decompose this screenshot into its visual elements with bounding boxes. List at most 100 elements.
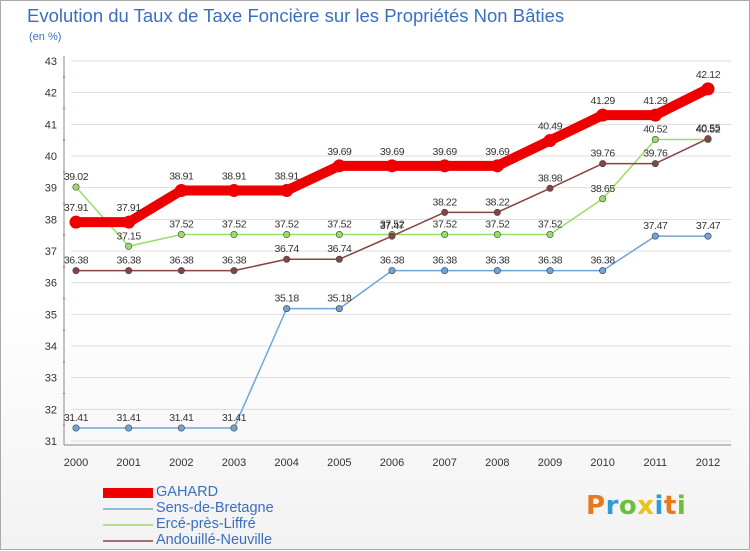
logo-letter: t xyxy=(663,491,677,521)
data-label: 31.41 xyxy=(64,412,89,424)
y-tick-label: 36 xyxy=(45,278,57,290)
data-label: 37.52 xyxy=(169,219,194,231)
data-point xyxy=(651,232,659,240)
data-point xyxy=(125,424,133,432)
data-label: 41.29 xyxy=(643,95,668,107)
data-label: 36.38 xyxy=(591,255,616,267)
data-point xyxy=(388,267,396,275)
data-point xyxy=(177,267,185,275)
x-tick-label: 2011 xyxy=(644,457,668,469)
data-label: 42.12 xyxy=(696,69,721,81)
chart-subtitle: (en %) xyxy=(29,31,62,43)
data-label: 36.38 xyxy=(222,255,247,267)
legend-swatch xyxy=(103,524,153,526)
data-label: 37.52 xyxy=(538,219,563,231)
data-point xyxy=(704,135,712,143)
data-label: 36.38 xyxy=(433,255,458,267)
data-point xyxy=(493,231,501,239)
data-label: 36.74 xyxy=(327,243,352,255)
data-point xyxy=(335,231,343,239)
data-label: 37.52 xyxy=(433,219,458,231)
data-point xyxy=(69,215,83,229)
data-label: 31.41 xyxy=(117,412,142,424)
data-label: 37.91 xyxy=(64,202,89,214)
data-point xyxy=(651,136,659,144)
data-point xyxy=(72,267,80,275)
data-label: 39.69 xyxy=(485,146,510,158)
data-label: 38.91 xyxy=(169,171,194,183)
y-tick-label: 41 xyxy=(45,119,57,131)
legend-swatch xyxy=(103,508,153,510)
y-tick-label: 34 xyxy=(45,341,57,353)
data-label: 38.22 xyxy=(485,196,510,208)
data-point xyxy=(441,231,449,239)
data-point xyxy=(230,267,238,275)
data-point xyxy=(280,184,294,198)
x-tick-label: 2010 xyxy=(590,457,614,469)
legend-swatch xyxy=(103,488,153,498)
data-point xyxy=(704,232,712,240)
data-label: 37.91 xyxy=(117,202,142,214)
y-tick-label: 31 xyxy=(45,436,57,448)
data-label: 36.38 xyxy=(117,255,142,267)
legend-label: Ercé-près-Liffré xyxy=(156,516,256,532)
data-label: 40.55 xyxy=(696,123,721,135)
data-label: 38.65 xyxy=(591,183,616,195)
data-point xyxy=(283,255,291,263)
data-point xyxy=(648,108,662,122)
data-point xyxy=(543,133,557,147)
x-tick-label: 2001 xyxy=(116,457,140,469)
x-tick-label: 2005 xyxy=(327,457,351,469)
x-tick-label: 2003 xyxy=(222,457,246,469)
data-point xyxy=(388,232,396,240)
data-point xyxy=(441,208,449,216)
logo-letter: i xyxy=(676,491,687,521)
legend-label: GAHARD xyxy=(156,484,219,500)
data-point xyxy=(332,159,346,173)
y-tick-label: 43 xyxy=(45,56,57,68)
data-label: 39.69 xyxy=(433,146,458,158)
data-point xyxy=(438,159,452,173)
data-label: 36.38 xyxy=(169,255,194,267)
data-label: 39.69 xyxy=(380,146,405,158)
logo-letter: i xyxy=(654,491,664,521)
logo-letter: P xyxy=(586,491,606,521)
y-tick-label: 35 xyxy=(45,309,57,321)
data-point xyxy=(599,160,607,168)
x-tick-label: 2007 xyxy=(432,457,456,469)
data-label: 39.69 xyxy=(327,146,352,158)
y-tick-label: 40 xyxy=(45,151,57,163)
data-label: 35.18 xyxy=(275,293,300,305)
data-label: 39.76 xyxy=(643,148,668,160)
data-point xyxy=(335,255,343,263)
data-label: 36.38 xyxy=(64,255,89,267)
y-tick-label: 38 xyxy=(45,214,57,226)
data-label: 37.15 xyxy=(117,230,142,242)
data-point xyxy=(546,231,554,239)
data-label: 39.02 xyxy=(64,171,89,183)
legend-swatch xyxy=(103,540,153,542)
data-point xyxy=(125,267,133,275)
y-tick-label: 32 xyxy=(45,404,57,416)
data-point xyxy=(651,160,659,168)
x-tick-label: 2004 xyxy=(274,457,298,469)
data-point xyxy=(441,267,449,275)
data-point xyxy=(335,305,343,313)
data-point xyxy=(122,215,136,229)
data-label: 38.91 xyxy=(275,171,300,183)
data-label: 40.49 xyxy=(538,120,563,132)
data-label: 36.38 xyxy=(485,255,510,267)
data-point xyxy=(174,184,188,198)
data-point xyxy=(599,195,607,203)
proxiti-logo: Proxiti xyxy=(586,491,686,521)
data-point xyxy=(490,159,504,173)
data-label: 36.38 xyxy=(538,255,563,267)
data-point xyxy=(72,424,80,432)
data-point xyxy=(72,183,80,191)
data-point xyxy=(596,108,610,122)
x-tick-label: 2002 xyxy=(169,457,193,469)
y-tick-label: 37 xyxy=(45,246,57,258)
data-label: 38.91 xyxy=(222,171,247,183)
